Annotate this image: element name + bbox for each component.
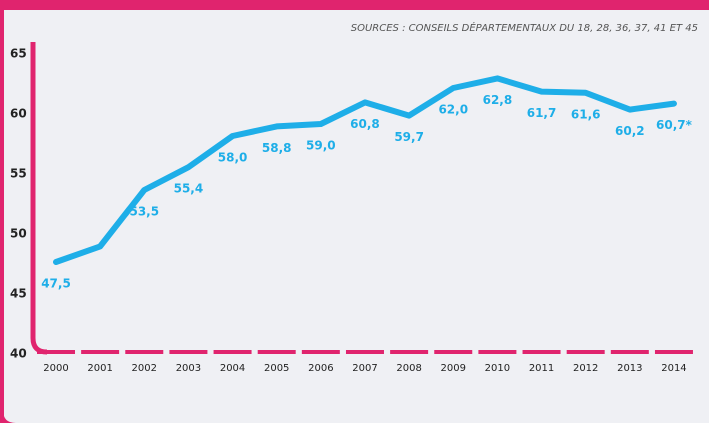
value-label: 62,0 [438,103,468,117]
x-tick-label: 2006 [308,363,333,374]
x-tick-label: 2000 [43,363,68,374]
x-tick-label: 2013 [617,363,642,374]
x-tick-label: 2005 [264,363,289,374]
value-label: 58,0 [218,151,248,165]
x-tick-label: 2010 [485,363,510,374]
y-tick-label: 55 [10,167,27,181]
y-axis [30,42,48,355]
x-tick-label: 2012 [573,363,598,374]
x-tick-label: 2009 [441,363,466,374]
top-band [0,0,709,10]
y-tick-label: 40 [10,347,27,361]
y-tick-label: 65 [10,47,27,61]
left-edge [0,0,4,420]
value-label: 61,6 [571,107,601,121]
x-tick-label: 2008 [396,363,421,374]
value-label: 62,8 [483,93,513,107]
value-label: 55,4 [174,182,204,196]
value-label: 53,5 [129,205,159,219]
y-tick-label: 60 [10,107,27,121]
source: SOURCES : CONSEILS DÉPARTEMENTAUX DU 18,… [351,21,698,34]
value-label: 60,2 [615,124,645,138]
x-tick-label: 2004 [220,363,245,374]
x-tick-label: 2011 [529,363,554,374]
value-label: 59,7 [394,130,424,144]
y-tick-label: 50 [10,227,27,241]
x-tick-label: 2014 [661,363,686,374]
x-tick-label: 2007 [352,363,377,374]
y-tick-label: 45 [10,287,27,301]
value-label: 60,8 [350,117,380,131]
x-tick-label: 2002 [132,363,157,374]
x-tick-label: 2001 [87,363,112,374]
x-tick-label: 2003 [176,363,201,374]
value-label: 47,5 [41,277,71,291]
data-line [53,75,677,265]
value-label: 58,8 [262,141,292,155]
value-label: 61,7 [527,106,557,120]
value-label: 59,0 [306,139,336,153]
value-label: 60,7* [656,118,693,132]
